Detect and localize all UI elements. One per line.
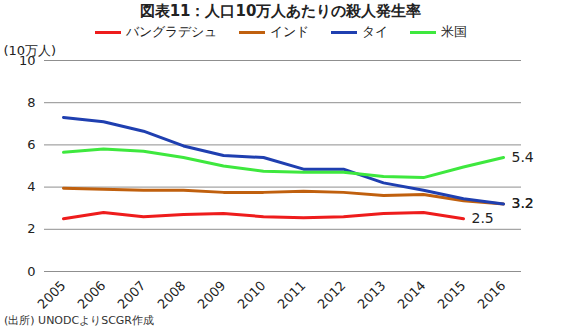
svg-text:2014: 2014 [395, 278, 429, 312]
svg-text:2: 2 [27, 221, 35, 236]
svg-text:2009: 2009 [195, 278, 229, 312]
html-text:米国: 米国 [440, 24, 467, 39]
html-text:図表11：人口10万人あたりの殺人発生率: 図表11：人口10万人あたりの殺人発生率 [139, 2, 422, 20]
svg-text:4: 4 [27, 179, 35, 194]
svg-text:2005: 2005 [35, 278, 69, 312]
html-text:タイ: タイ [361, 24, 388, 39]
svg-text:2012: 2012 [315, 278, 349, 312]
svg-text:2011: 2011 [275, 278, 309, 312]
svg-text:5.4: 5.4 [512, 149, 534, 165]
svg-text:3.2: 3.2 [512, 195, 534, 211]
svg-text:2013: 2013 [355, 278, 389, 312]
svg-text:(10万人): (10万人) [4, 43, 57, 58]
svg-text:0: 0 [27, 264, 35, 279]
svg-text:8: 8 [27, 95, 35, 110]
svg-text:2016: 2016 [475, 278, 509, 312]
svg-text:2007: 2007 [115, 278, 149, 312]
svg-text:2015: 2015 [435, 278, 469, 312]
html-text:(出所) UNODCよりSCGR作成: (出所) UNODCよりSCGR作成 [4, 314, 154, 327]
html-text:インド: インド [269, 24, 309, 39]
svg-text:2006: 2006 [75, 278, 109, 312]
svg-text:2008: 2008 [155, 278, 189, 312]
html-text:バングラデシュ: バングラデシュ [125, 24, 217, 39]
svg-text:6: 6 [27, 137, 35, 152]
svg-text:2010: 2010 [235, 278, 269, 312]
svg-text:2.5: 2.5 [472, 210, 494, 226]
svg-text:3.2: 3.2 [512, 195, 534, 211]
svg-text:10: 10 [19, 52, 36, 68]
